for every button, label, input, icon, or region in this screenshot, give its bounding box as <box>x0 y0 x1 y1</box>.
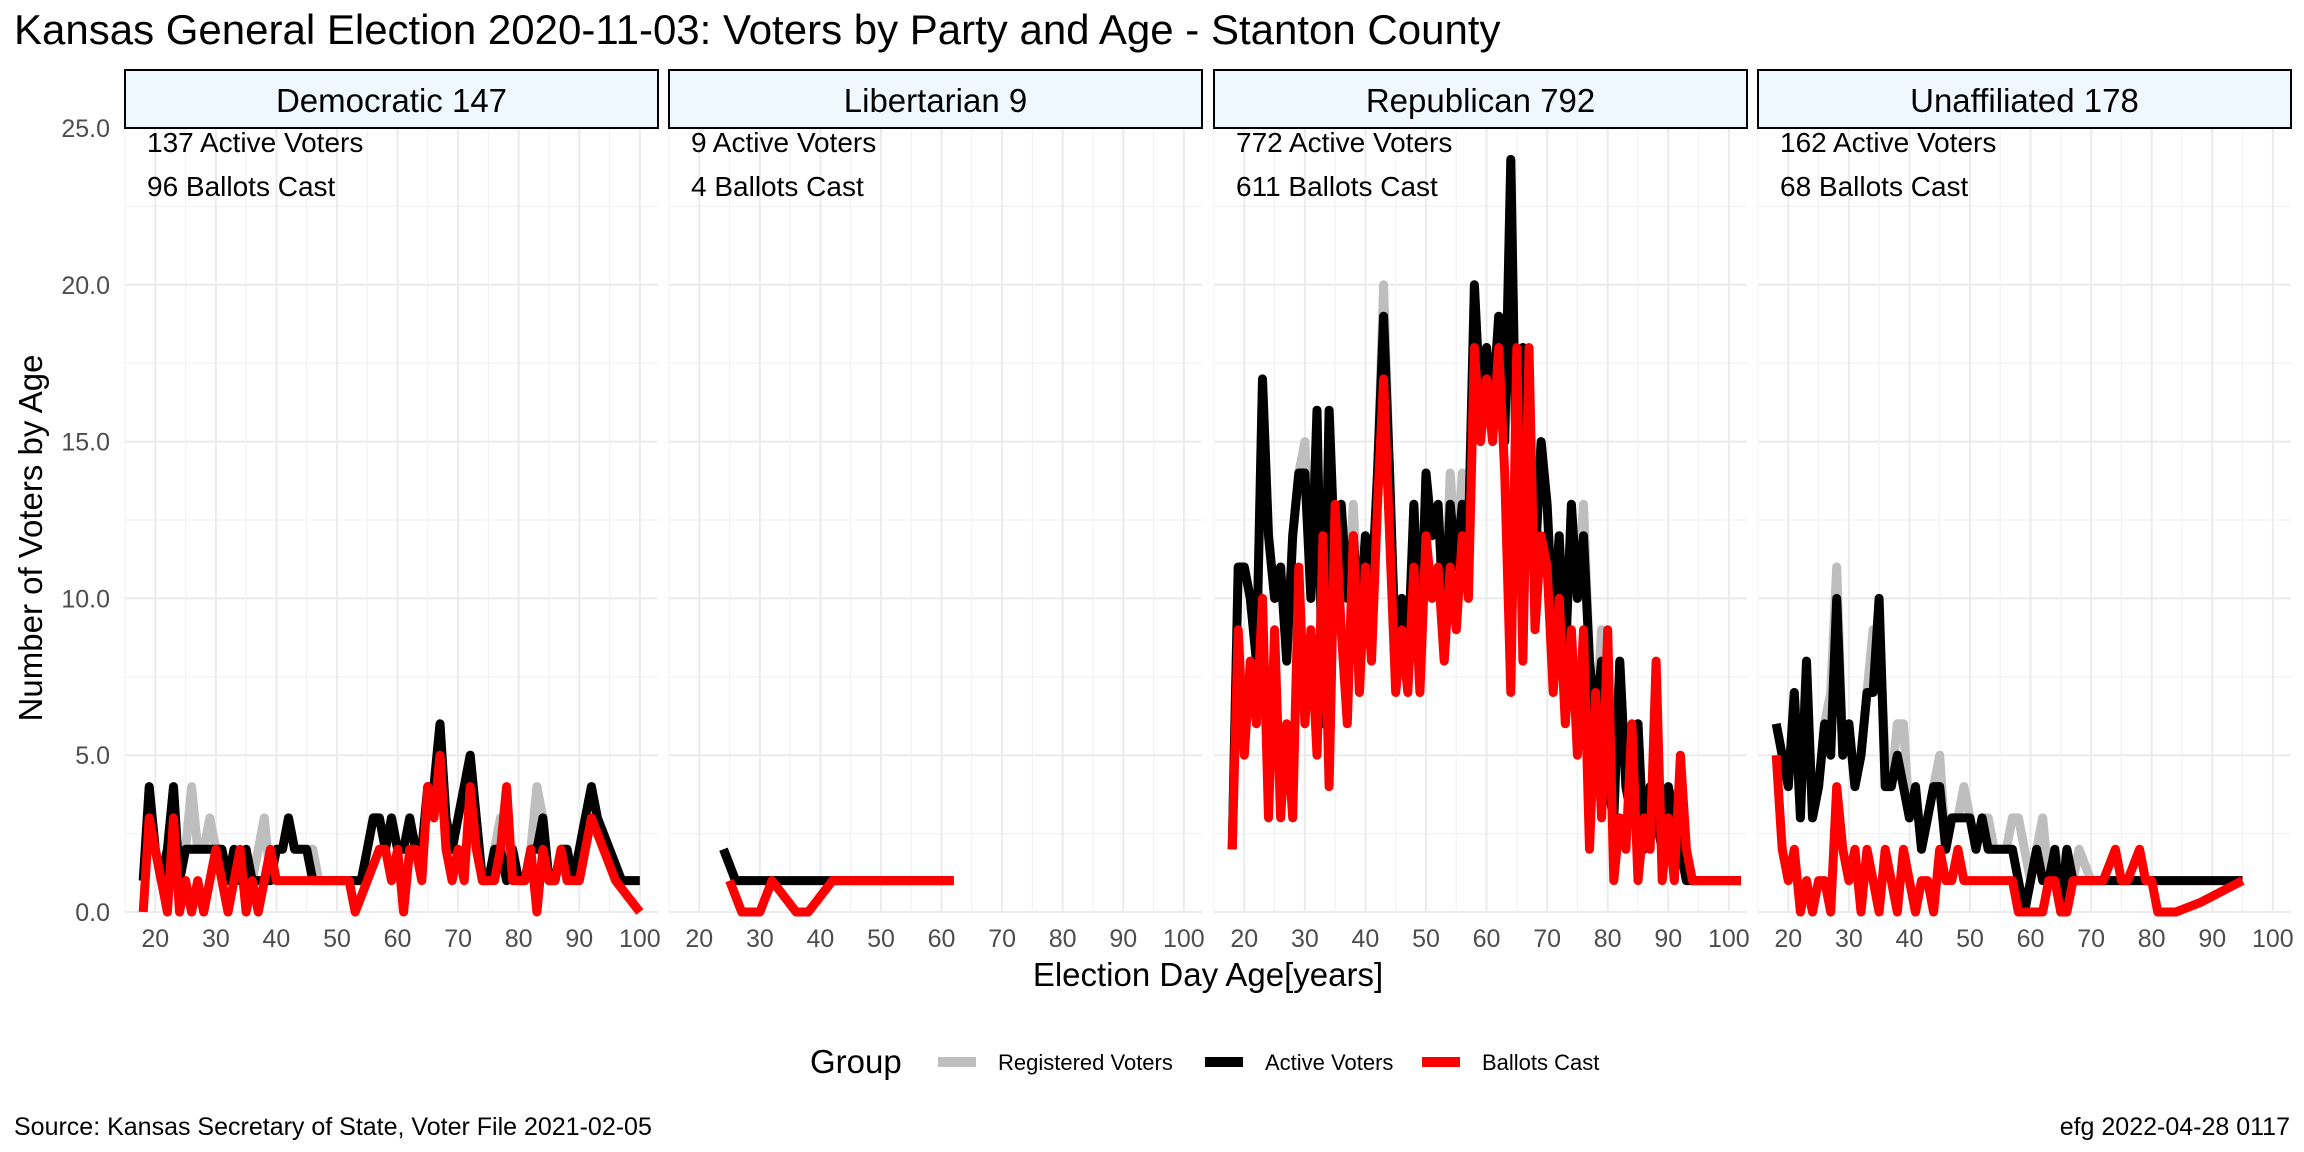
x-tick-label: 50 <box>1412 925 1440 953</box>
y-axis-title: Number of Voters by Age <box>12 355 49 722</box>
legend: Group Registered Voters Active Voters Ball… <box>810 1043 1599 1080</box>
legend-label: Active Voters <box>1265 1050 1393 1075</box>
x-tick-label: 90 <box>565 925 593 953</box>
strip-label: Libertarian 9 <box>844 82 1027 119</box>
x-tick-label: 70 <box>2077 925 2105 953</box>
x-tick-label: 80 <box>1049 925 1077 953</box>
panel-2: Republican 792 772 Active Voters 611 Ballo… <box>1213 69 1750 953</box>
x-tick-label: 40 <box>807 925 835 953</box>
strip-label: Unaffiliated 178 <box>1910 82 2139 119</box>
x-tick-label: 30 <box>746 925 774 953</box>
y-tick-label: 15.0 <box>61 429 110 457</box>
x-tick-label: 60 <box>1473 925 1501 953</box>
y-tick-label: 5.0 <box>75 742 110 770</box>
legend-label: Ballots Cast <box>1482 1050 1599 1075</box>
panel-annotation: 611 Ballots Cast <box>1236 171 1438 202</box>
strip-label: Democratic 147 <box>276 82 507 119</box>
x-tick-label: 20 <box>1774 925 1802 953</box>
strip-label: Republican 792 <box>1366 82 1595 119</box>
series-line-ballots-cast <box>1227 343 1741 886</box>
y-tick-label: 20.0 <box>61 272 110 300</box>
x-tick-label: 70 <box>1533 925 1561 953</box>
x-tick-label: 90 <box>1109 925 1137 953</box>
panel-annotation: 4 Ballots Cast <box>691 171 864 202</box>
x-tick-label: 50 <box>1956 925 1984 953</box>
y-tick-label: 0.0 <box>75 899 110 927</box>
legend-label: Registered Voters <box>998 1050 1173 1075</box>
x-tick-label: 40 <box>263 925 291 953</box>
x-tick-label: 60 <box>384 925 412 953</box>
panel-annotation: 162 Active Voters <box>1780 127 1996 158</box>
panel-1: Libertarian 9 9 Active Voters 4 Ballots Ca… <box>668 69 1205 953</box>
x-tick-label: 80 <box>2138 925 2166 953</box>
panel-3: Unaffiliated 178 162 Active Voters 68 Ball… <box>1757 69 2294 953</box>
x-tick-label: 70 <box>988 925 1016 953</box>
strip-background <box>124 69 659 129</box>
strip-background <box>1213 69 1748 129</box>
panel-annotation: 9 Active Voters <box>691 127 876 158</box>
strip-background <box>668 69 1203 129</box>
facet-panels: Democratic 147 137 Active Voters 96 Ballot… <box>124 69 2294 953</box>
y-axis-ticks: 0.0 5.0 10.0 15.0 20.0 25.0 <box>61 115 110 927</box>
x-tick-label: 20 <box>685 925 713 953</box>
panel-annotation: 96 Ballots Cast <box>147 171 336 202</box>
y-tick-label: 10.0 <box>61 585 110 613</box>
panel-annotation: 137 Active Voters <box>147 127 363 158</box>
series-line-ballots-cast <box>138 750 644 917</box>
panel-annotation: 772 Active Voters <box>1236 127 1452 158</box>
series-line-registered-voters <box>719 847 954 886</box>
series-line-ballots-cast <box>725 876 954 917</box>
series-line-ballots-cast <box>1771 754 2245 917</box>
timestamp-caption: efg 2022-04-28 0117 <box>2060 1113 2290 1141</box>
x-tick-label: 20 <box>141 925 169 953</box>
x-tick-label: 80 <box>1594 925 1622 953</box>
x-tick-label: 50 <box>867 925 895 953</box>
panel-annotation: 68 Ballots Cast <box>1780 171 1969 202</box>
x-tick-label: 30 <box>1291 925 1319 953</box>
panel-grid <box>1757 127 2291 913</box>
x-tick-label: 90 <box>2198 925 2226 953</box>
x-tick-label: 80 <box>505 925 533 953</box>
x-tick-label: 100 <box>1163 925 1205 953</box>
x-tick-label: 30 <box>1835 925 1863 953</box>
strip-background <box>1757 69 2292 129</box>
x-tick-label: 100 <box>1708 925 1750 953</box>
x-axis-title: Election Day Age[years] <box>1033 956 1383 993</box>
panel-grid <box>124 127 658 913</box>
x-tick-label: 40 <box>1352 925 1380 953</box>
x-tick-label: 30 <box>202 925 230 953</box>
x-tick-label: 60 <box>2017 925 2045 953</box>
source-caption: Source: Kansas Secretary of State, Voter… <box>14 1113 652 1141</box>
x-tick-label: 60 <box>928 925 956 953</box>
panel-grid <box>668 127 1202 913</box>
series-line-active-voters <box>719 847 954 886</box>
x-tick-label: 90 <box>1654 925 1682 953</box>
x-tick-label: 100 <box>2252 925 2294 953</box>
x-tick-label: 20 <box>1230 925 1258 953</box>
x-tick-label: 50 <box>323 925 351 953</box>
panel-0: Democratic 147 137 Active Voters 96 Ballot… <box>124 69 661 953</box>
x-tick-label: 100 <box>619 925 661 953</box>
x-tick-label: 70 <box>444 925 472 953</box>
chart-title: Kansas General Election 2020-11-03: Vote… <box>14 6 1500 53</box>
legend-title: Group <box>810 1043 902 1080</box>
y-tick-label: 25.0 <box>61 115 110 143</box>
x-tick-label: 40 <box>1896 925 1924 953</box>
